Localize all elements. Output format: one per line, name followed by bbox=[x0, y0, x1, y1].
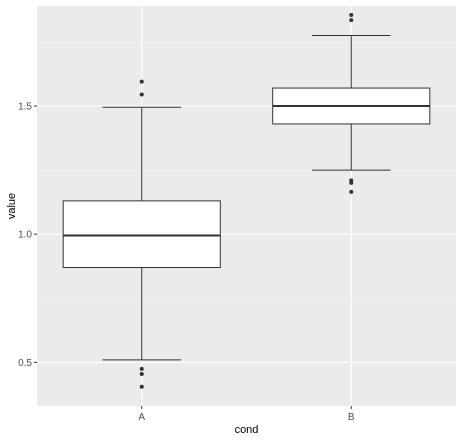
x-tick-label: B bbox=[348, 412, 355, 423]
boxes bbox=[62, 12, 431, 389]
outlier-point bbox=[139, 384, 144, 389]
outlier-point bbox=[349, 12, 354, 17]
x-axis-title: cond bbox=[235, 424, 259, 436]
y-tick-label: 1.0 bbox=[18, 230, 32, 241]
y-axis: 0.5 1.0 1.5 bbox=[18, 102, 37, 369]
outlier-point bbox=[349, 180, 354, 185]
box-A bbox=[62, 79, 221, 389]
outlier-point bbox=[139, 92, 144, 97]
y-tick-label: 1.5 bbox=[18, 102, 32, 113]
y-axis-title: value bbox=[6, 193, 18, 219]
box-B bbox=[272, 12, 431, 194]
outlier-point bbox=[349, 189, 354, 194]
outlier-point bbox=[139, 366, 144, 371]
iqr-box bbox=[62, 200, 221, 269]
y-tick-label: 0.5 bbox=[18, 358, 32, 369]
outlier-point bbox=[139, 79, 144, 84]
outlier-point bbox=[349, 18, 354, 23]
x-tick-label: A bbox=[138, 412, 145, 423]
outlier-point bbox=[139, 371, 144, 376]
